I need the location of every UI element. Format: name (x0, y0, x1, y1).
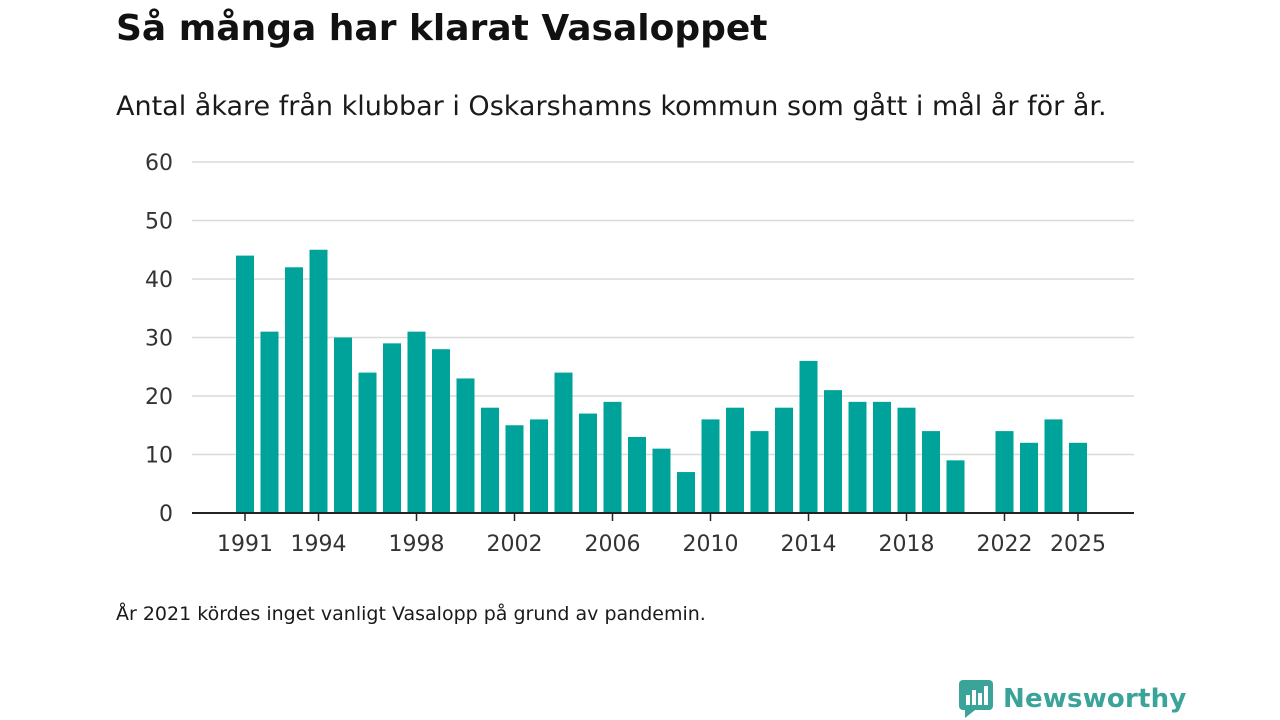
bar (309, 249, 328, 513)
bar (407, 331, 426, 513)
y-tick-label: 30 (145, 327, 173, 352)
brand-logo: Newsworthy (959, 680, 1186, 718)
bar (1020, 442, 1038, 513)
y-tick-label: 20 (145, 385, 173, 410)
bar (603, 401, 622, 513)
bar (1069, 442, 1087, 513)
bar (750, 431, 769, 513)
bar (922, 431, 940, 513)
y-tick-label: 50 (145, 210, 173, 235)
bar (677, 472, 695, 513)
footnote: År 2021 kördes inget vanligt Vasalopp på… (116, 603, 706, 625)
bar (799, 360, 818, 513)
y-tick-label: 60 (145, 151, 173, 176)
bar (726, 407, 744, 513)
gridlines (192, 161, 1134, 456)
newsworthy-logo-icon (959, 680, 993, 718)
x-tick-label: 1998 (389, 532, 445, 557)
bar (848, 401, 867, 513)
bar (358, 372, 377, 513)
y-axis-ticks: 0 10 20 30 40 50 60 (145, 151, 173, 527)
x-tick-label: 2010 (683, 532, 739, 557)
bar (505, 425, 524, 513)
x-axis: 1991 1994 1998 2002 2006 2010 2014 2018 2022 2025 (192, 512, 1134, 557)
x-tick-label: 2002 (487, 532, 543, 557)
bar (824, 390, 842, 513)
chart-subtitle: Antal åkare från klubbar i Oskarshamns k… (116, 91, 1107, 122)
bar (481, 407, 499, 513)
x-tick-label: 2014 (781, 532, 837, 557)
bar (995, 431, 1014, 513)
bars (236, 249, 1087, 513)
brand-name: Newsworthy (1003, 684, 1187, 714)
x-tick-label: 2022 (977, 532, 1033, 557)
chart-title: Så många har klarat Vasaloppet (116, 8, 768, 49)
y-tick-label: 10 (145, 444, 173, 469)
bar (383, 343, 401, 513)
y-tick-label: 0 (159, 502, 173, 527)
bar (579, 413, 597, 513)
bar (701, 419, 720, 513)
bar (897, 407, 916, 513)
bar (628, 436, 646, 513)
x-tick-label: 2018 (879, 532, 935, 557)
x-tick-label: 2006 (585, 532, 641, 557)
bar (260, 331, 279, 513)
x-tick-label: 2025 (1050, 532, 1106, 557)
x-tick-label: 1991 (217, 532, 273, 557)
y-tick-label: 40 (145, 268, 173, 293)
bar (432, 349, 450, 513)
bar (554, 372, 573, 513)
bar (334, 337, 352, 513)
bar (873, 401, 891, 513)
bar (775, 407, 793, 513)
x-tick-label: 1994 (291, 532, 347, 557)
bar (946, 460, 965, 513)
bar (236, 255, 254, 513)
bar (285, 267, 303, 513)
bar-chart: 0 10 20 30 40 50 60 1991 1994 1998 2002 2006 2010 20… (145, 151, 1134, 557)
bar (652, 448, 671, 513)
bar (1044, 419, 1063, 513)
bar (456, 378, 475, 513)
bar (530, 419, 548, 513)
